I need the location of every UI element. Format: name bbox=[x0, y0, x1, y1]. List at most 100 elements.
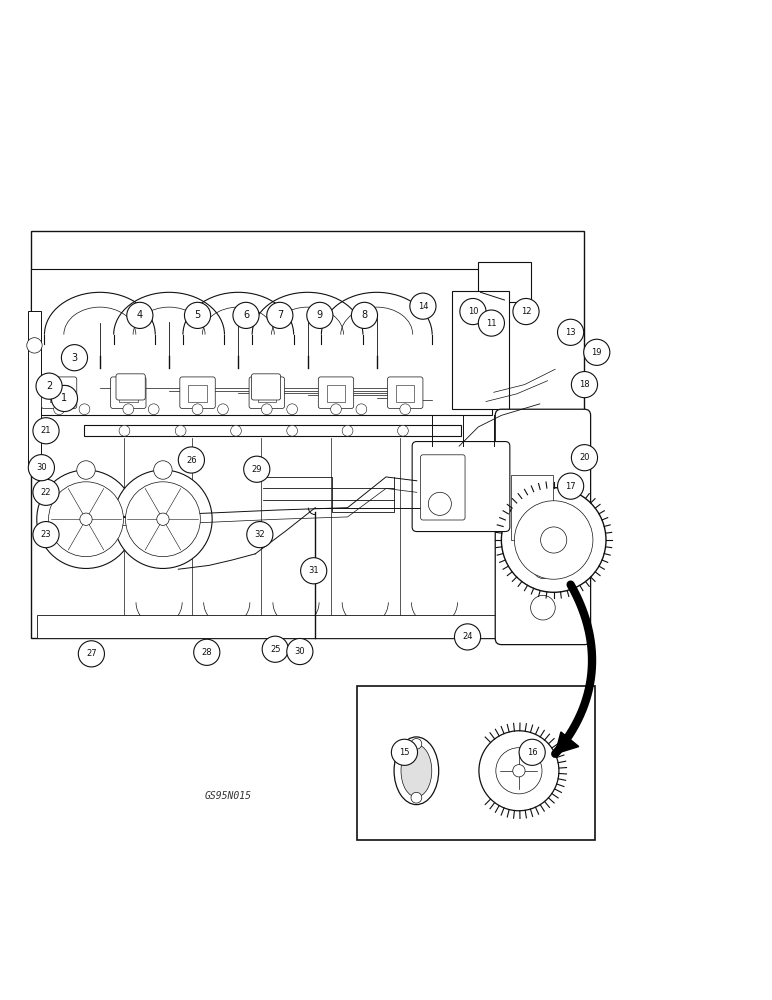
Circle shape bbox=[178, 447, 205, 473]
Text: 2: 2 bbox=[46, 381, 52, 391]
Circle shape bbox=[54, 404, 65, 415]
FancyBboxPatch shape bbox=[37, 615, 506, 638]
Circle shape bbox=[411, 792, 422, 803]
Text: 27: 27 bbox=[86, 649, 96, 658]
Circle shape bbox=[27, 338, 42, 353]
Circle shape bbox=[36, 373, 63, 399]
Text: 1: 1 bbox=[62, 393, 67, 403]
Circle shape bbox=[192, 404, 203, 415]
Circle shape bbox=[514, 501, 593, 579]
Circle shape bbox=[479, 310, 504, 336]
Circle shape bbox=[157, 513, 169, 525]
Circle shape bbox=[513, 298, 539, 325]
Circle shape bbox=[557, 473, 584, 499]
Circle shape bbox=[501, 488, 606, 592]
Circle shape bbox=[37, 470, 135, 568]
Text: 4: 4 bbox=[137, 310, 143, 320]
Text: 9: 9 bbox=[317, 310, 323, 320]
Circle shape bbox=[79, 404, 90, 415]
Circle shape bbox=[571, 445, 598, 471]
Circle shape bbox=[400, 404, 411, 415]
Circle shape bbox=[584, 339, 610, 365]
Text: GS95N015: GS95N015 bbox=[205, 791, 252, 801]
Circle shape bbox=[262, 636, 288, 662]
FancyBboxPatch shape bbox=[119, 385, 137, 402]
FancyBboxPatch shape bbox=[42, 377, 76, 408]
Circle shape bbox=[300, 558, 327, 584]
Text: 28: 28 bbox=[201, 648, 212, 657]
Circle shape bbox=[557, 319, 584, 345]
Circle shape bbox=[496, 748, 542, 794]
Circle shape bbox=[185, 302, 211, 328]
Circle shape bbox=[49, 482, 124, 557]
Text: 23: 23 bbox=[41, 530, 51, 539]
Circle shape bbox=[119, 425, 130, 436]
Text: 13: 13 bbox=[565, 328, 576, 337]
FancyBboxPatch shape bbox=[110, 377, 146, 408]
Text: 22: 22 bbox=[41, 488, 51, 497]
Text: 32: 32 bbox=[255, 530, 265, 539]
Circle shape bbox=[533, 560, 552, 578]
FancyBboxPatch shape bbox=[327, 385, 345, 402]
Ellipse shape bbox=[394, 737, 438, 805]
Circle shape bbox=[455, 624, 481, 650]
Circle shape bbox=[398, 425, 408, 436]
Circle shape bbox=[78, 641, 104, 667]
Text: 25: 25 bbox=[270, 645, 280, 654]
Circle shape bbox=[127, 302, 153, 328]
Polygon shape bbox=[555, 732, 579, 754]
Circle shape bbox=[530, 595, 555, 620]
FancyBboxPatch shape bbox=[318, 377, 354, 408]
Text: 7: 7 bbox=[276, 310, 283, 320]
Circle shape bbox=[194, 639, 220, 665]
Circle shape bbox=[286, 425, 297, 436]
FancyBboxPatch shape bbox=[421, 455, 465, 520]
Circle shape bbox=[231, 425, 242, 436]
Circle shape bbox=[80, 513, 92, 525]
Circle shape bbox=[113, 470, 212, 568]
Text: 12: 12 bbox=[521, 307, 531, 316]
Circle shape bbox=[244, 456, 270, 482]
FancyBboxPatch shape bbox=[180, 377, 215, 408]
Circle shape bbox=[76, 461, 95, 479]
Circle shape bbox=[148, 404, 159, 415]
Text: 3: 3 bbox=[71, 353, 77, 363]
Text: 24: 24 bbox=[462, 632, 472, 641]
Ellipse shape bbox=[401, 745, 432, 797]
FancyBboxPatch shape bbox=[396, 385, 415, 402]
Circle shape bbox=[33, 522, 59, 548]
Text: 31: 31 bbox=[308, 566, 319, 575]
Circle shape bbox=[175, 425, 186, 436]
FancyBboxPatch shape bbox=[31, 269, 493, 415]
Text: 8: 8 bbox=[361, 310, 367, 320]
FancyBboxPatch shape bbox=[479, 262, 530, 302]
Circle shape bbox=[29, 455, 55, 481]
Circle shape bbox=[519, 739, 545, 765]
FancyBboxPatch shape bbox=[84, 425, 462, 436]
Circle shape bbox=[52, 385, 77, 412]
Text: 16: 16 bbox=[527, 748, 537, 757]
FancyBboxPatch shape bbox=[188, 385, 207, 402]
FancyBboxPatch shape bbox=[50, 385, 68, 402]
FancyBboxPatch shape bbox=[452, 291, 509, 409]
Circle shape bbox=[342, 425, 353, 436]
Circle shape bbox=[126, 482, 201, 557]
Circle shape bbox=[411, 738, 422, 749]
Circle shape bbox=[154, 461, 172, 479]
Circle shape bbox=[218, 404, 229, 415]
Text: 5: 5 bbox=[195, 310, 201, 320]
Circle shape bbox=[62, 345, 87, 371]
Circle shape bbox=[247, 522, 273, 548]
FancyBboxPatch shape bbox=[249, 377, 284, 408]
Circle shape bbox=[479, 731, 559, 811]
Circle shape bbox=[540, 527, 567, 553]
FancyBboxPatch shape bbox=[388, 377, 423, 408]
Text: 30: 30 bbox=[295, 647, 305, 656]
FancyBboxPatch shape bbox=[511, 475, 553, 540]
FancyBboxPatch shape bbox=[412, 442, 510, 532]
Circle shape bbox=[286, 638, 313, 665]
FancyBboxPatch shape bbox=[495, 409, 591, 645]
Text: 14: 14 bbox=[418, 302, 428, 311]
Circle shape bbox=[571, 372, 598, 398]
Circle shape bbox=[460, 298, 486, 325]
